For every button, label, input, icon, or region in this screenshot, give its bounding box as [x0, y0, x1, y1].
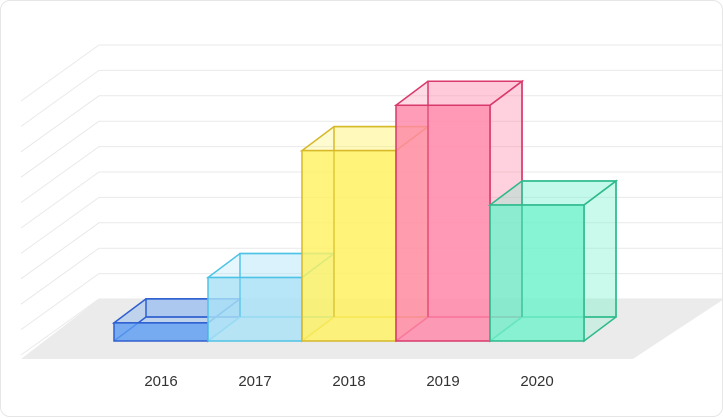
grid-line: [20, 171, 723, 229]
grid-line: [20, 95, 723, 153]
bar-front-face: [395, 104, 491, 342]
grid-line: [20, 196, 723, 254]
bar-front-face: [113, 322, 209, 342]
bar-front-face: [301, 149, 397, 342]
bar-2020: [487, 179, 619, 343]
bar-front-face: [489, 204, 585, 342]
grid-line: [20, 146, 723, 204]
grid-line: [20, 44, 723, 102]
x-tick-label: 2019: [426, 373, 459, 390]
grid-line: [20, 69, 723, 127]
x-tick-label: 2016: [144, 373, 177, 390]
x-axis-labels: 2016 2017 2018 2019 2020: [144, 373, 553, 390]
grid-line: [20, 120, 723, 178]
x-tick-label: 2020: [520, 373, 553, 390]
bars: [111, 79, 619, 343]
x-tick-label: 2017: [238, 373, 271, 390]
bar-front-face: [207, 276, 303, 342]
x-tick-label: 2018: [332, 373, 365, 390]
